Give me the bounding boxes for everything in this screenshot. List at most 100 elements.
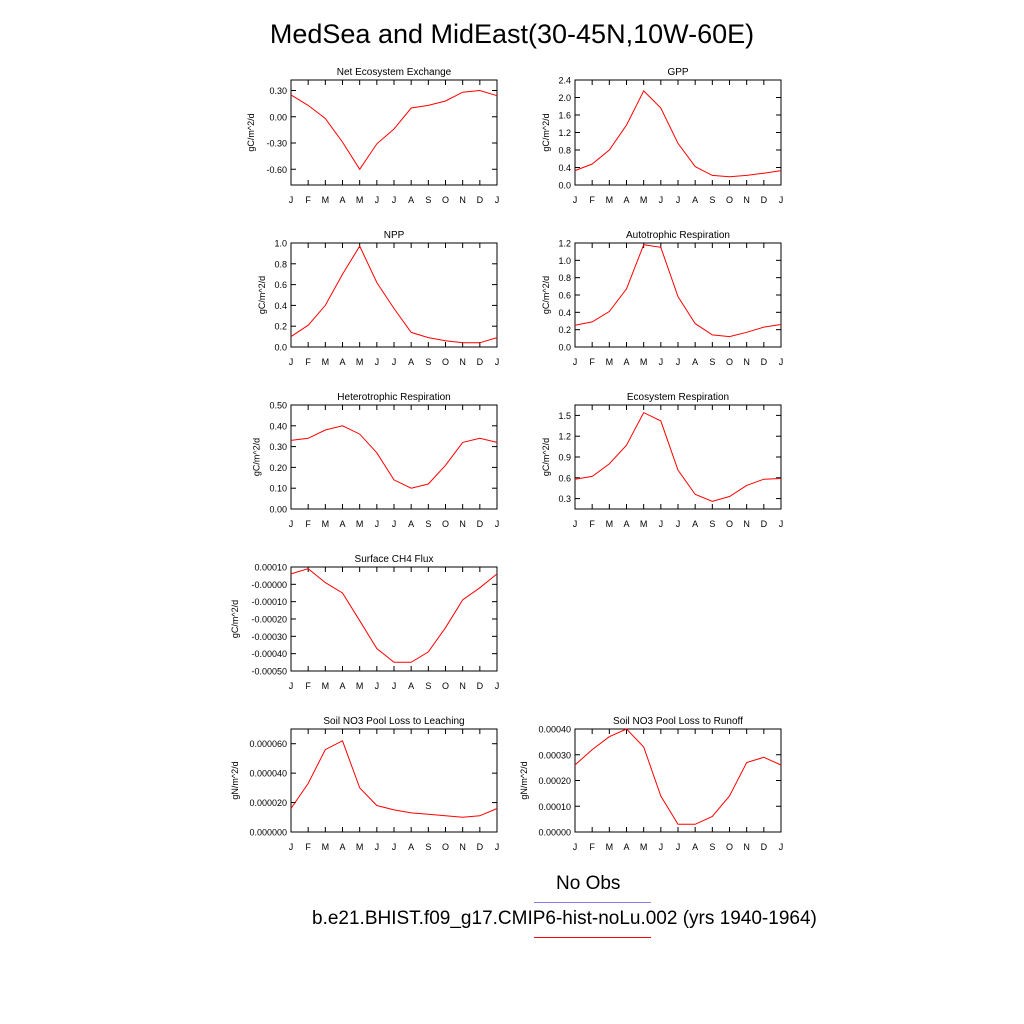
- x-tick-label: J: [573, 195, 578, 205]
- x-tick-label: S: [709, 842, 715, 852]
- y-tick-label: 2.4: [558, 76, 571, 86]
- x-tick-label: J: [779, 519, 784, 529]
- y-tick-label: 0.000040: [249, 769, 287, 779]
- panel-title: GPP: [667, 67, 688, 78]
- x-tick-label: F: [589, 519, 595, 529]
- x-tick-label: A: [339, 195, 345, 205]
- x-tick-label: J: [495, 195, 500, 205]
- y-tick-label: 1.2: [558, 128, 571, 138]
- x-tick-label: N: [743, 842, 750, 852]
- x-tick-label: J: [779, 357, 784, 367]
- x-tick-label: O: [726, 842, 733, 852]
- x-tick-label: J: [289, 519, 294, 529]
- y-tick-label: 1.0: [274, 239, 287, 249]
- x-tick-label: D: [477, 681, 484, 691]
- y-tick-label: 0.4: [558, 308, 571, 318]
- x-tick-label: M: [322, 357, 330, 367]
- x-tick-label: M: [356, 519, 364, 529]
- x-tick-label: J: [659, 357, 664, 367]
- y-tick-label: -0.00050: [251, 667, 287, 677]
- x-tick-label: J: [659, 519, 664, 529]
- x-tick-label: A: [692, 519, 698, 529]
- y-tick-label: 0.8: [558, 146, 571, 156]
- y-tick-label: 0.4: [274, 301, 287, 311]
- x-tick-label: A: [623, 842, 629, 852]
- x-tick-label: S: [425, 842, 431, 852]
- y-tick-label: -0.00000: [251, 580, 287, 590]
- x-tick-label: N: [459, 842, 466, 852]
- x-tick-label: A: [623, 195, 629, 205]
- x-tick-label: A: [408, 681, 414, 691]
- y-tick-label: 0.30: [269, 86, 287, 96]
- y-axis-label: gN/m^2/d: [230, 761, 240, 799]
- series-line: [290, 89, 498, 171]
- x-tick-label: F: [305, 842, 311, 852]
- x-tick-label: O: [442, 842, 449, 852]
- series-line: [574, 728, 782, 825]
- y-axis-label: gC/m^2/d: [251, 438, 261, 476]
- x-tick-label: F: [305, 519, 311, 529]
- series-line: [290, 568, 498, 663]
- plot-frame: [290, 242, 498, 348]
- y-tick-label: -0.00020: [251, 615, 287, 625]
- plot-frame: [574, 728, 782, 833]
- y-axis-label: gC/m^2/d: [541, 438, 551, 476]
- panel-title: Autotrophic Respiration: [626, 230, 730, 241]
- y-tick-label: 0.10: [269, 484, 287, 494]
- y-tick-label: 0.00020: [538, 776, 571, 786]
- y-axis-label: gN/m^2/d: [519, 761, 529, 799]
- y-tick-label: 0.40: [269, 421, 287, 431]
- series-line: [574, 90, 782, 178]
- x-tick-label: J: [676, 519, 681, 529]
- x-tick-label: J: [573, 842, 578, 852]
- x-tick-label: D: [761, 195, 768, 205]
- x-tick-label: N: [743, 195, 750, 205]
- y-tick-label: -0.00010: [251, 597, 287, 607]
- y-tick-label: 0.00010: [538, 802, 571, 812]
- x-tick-label: N: [459, 681, 466, 691]
- x-tick-label: J: [779, 195, 784, 205]
- x-tick-label: J: [676, 357, 681, 367]
- x-tick-label: O: [442, 195, 449, 205]
- x-tick-label: J: [375, 519, 380, 529]
- y-axis-label: gC/m^2/d: [541, 276, 551, 314]
- y-tick-label: 0.00: [269, 112, 287, 122]
- x-tick-label: M: [322, 195, 330, 205]
- x-tick-label: J: [392, 195, 397, 205]
- plot-frame: [574, 79, 782, 186]
- panel-title: NPP: [384, 230, 405, 241]
- x-tick-label: M: [606, 842, 614, 852]
- y-tick-label: 0.0: [274, 343, 287, 353]
- x-tick-label: M: [640, 357, 648, 367]
- x-tick-label: S: [425, 357, 431, 367]
- x-tick-label: S: [425, 519, 431, 529]
- y-tick-label: 0.9: [558, 453, 571, 463]
- x-tick-label: M: [356, 681, 364, 691]
- y-tick-label: 0.00040: [538, 725, 571, 735]
- x-tick-label: D: [477, 842, 484, 852]
- x-tick-label: O: [442, 357, 449, 367]
- y-axis-label: gC/m^2/d: [541, 113, 551, 151]
- panel-title: Net Ecosystem Exchange: [337, 67, 452, 78]
- x-tick-label: A: [692, 842, 698, 852]
- x-tick-label: A: [408, 519, 414, 529]
- series-line: [290, 425, 498, 489]
- x-tick-label: M: [640, 195, 648, 205]
- x-tick-label: A: [339, 519, 345, 529]
- x-tick-label: M: [356, 357, 364, 367]
- x-tick-label: J: [495, 842, 500, 852]
- y-tick-label: 1.0: [558, 256, 571, 266]
- x-tick-label: D: [761, 842, 768, 852]
- x-tick-label: N: [743, 357, 750, 367]
- x-tick-label: F: [305, 357, 311, 367]
- x-tick-label: J: [495, 357, 500, 367]
- y-tick-label: 0.000020: [249, 798, 287, 808]
- y-tick-label: 0.8: [274, 259, 287, 269]
- x-tick-label: A: [339, 357, 345, 367]
- x-tick-label: S: [425, 195, 431, 205]
